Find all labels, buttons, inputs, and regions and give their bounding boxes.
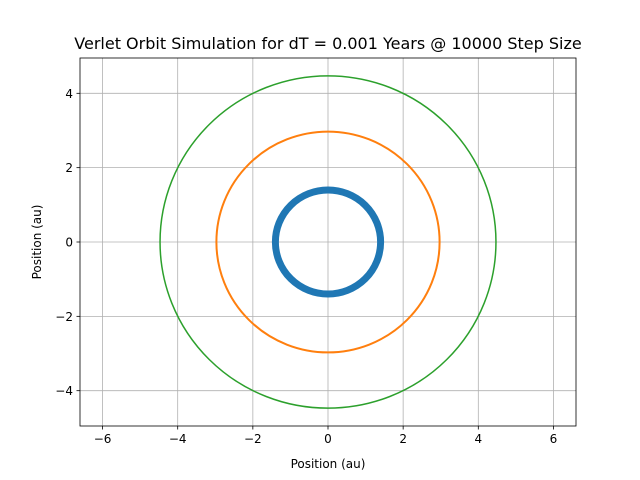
orbit-line-1 bbox=[271, 186, 385, 298]
chart-title: Verlet Orbit Simulation for dT = 0.001 Y… bbox=[74, 34, 581, 53]
x-tick-label: 6 bbox=[550, 432, 558, 446]
y-axis-label: Position (au) bbox=[30, 205, 44, 280]
x-tick-label: 4 bbox=[474, 432, 482, 446]
grid-lines bbox=[80, 58, 576, 426]
orbit-line-3 bbox=[159, 75, 497, 409]
x-axis-label: Position (au) bbox=[291, 457, 366, 471]
y-tick-label: −4 bbox=[55, 384, 73, 398]
y-tick-label: −2 bbox=[55, 310, 73, 324]
x-tick-label: −4 bbox=[169, 432, 187, 446]
x-tick-label: −2 bbox=[244, 432, 262, 446]
y-axis-ticks: −4 −2 0 2 4 bbox=[55, 87, 80, 398]
y-tick-label: 2 bbox=[65, 161, 73, 175]
orbit-line-2 bbox=[215, 130, 441, 354]
y-tick-label: 0 bbox=[65, 236, 73, 250]
x-tick-label: 0 bbox=[324, 432, 332, 446]
y-tick-label: 4 bbox=[65, 87, 73, 101]
x-axis-ticks: −6 −4 −2 0 2 4 6 bbox=[94, 426, 558, 446]
x-tick-label: −6 bbox=[94, 432, 112, 446]
x-tick-label: 2 bbox=[399, 432, 407, 446]
orbit-series bbox=[159, 75, 497, 409]
